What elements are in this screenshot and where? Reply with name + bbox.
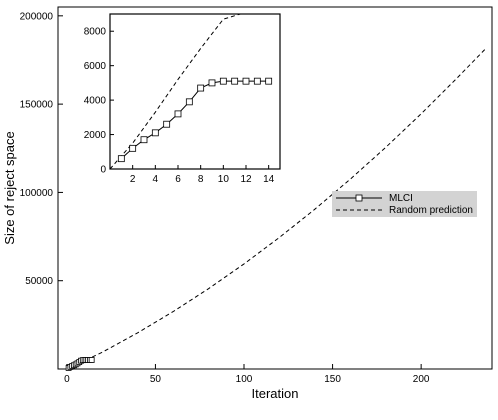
legend-mlci-marker	[355, 194, 363, 202]
inset-mlci-point	[151, 129, 159, 137]
main-x-tick-label: 150	[324, 374, 341, 385]
inset-mlci-point	[265, 77, 273, 85]
inset-mlci-point	[140, 136, 148, 144]
inset-mlci-point	[117, 155, 125, 163]
inset-x-tick-label: 6	[175, 174, 181, 185]
inset-y-tick-label: 0	[100, 165, 106, 176]
inset-mlci-point	[197, 84, 205, 92]
inset-mlci-point	[231, 77, 239, 85]
main-x-tick-label: 200	[413, 374, 430, 385]
y-axis-title: Size of reject space	[2, 131, 17, 244]
inset-mlci-point	[174, 110, 182, 118]
inset-x-tick-label: 8	[198, 174, 204, 185]
inset-x-tick-label: 12	[240, 174, 252, 185]
main-y-tick-label: 100000	[20, 188, 54, 199]
inset-x-tick-label: 4	[153, 174, 159, 185]
main-mlci-point	[88, 357, 95, 363]
inset-mlci-point	[129, 144, 137, 152]
legend-label-mlci: MLCI	[389, 193, 413, 204]
inset-x-tick-label: 2	[130, 174, 136, 185]
inset-mlci-point	[208, 79, 216, 87]
main-x-tick-label: 100	[236, 374, 253, 385]
legend-label-random-prediction: Random prediction	[389, 205, 473, 216]
inset-y-tick-label: 8000	[84, 27, 107, 38]
inset-plot-frame	[109, 13, 281, 170]
main-y-tick-label: 150000	[20, 100, 54, 111]
main-y-tick-label: 50000	[25, 276, 53, 287]
inset-mlci-point	[185, 98, 193, 106]
inset-x-tick-label: 10	[218, 174, 230, 185]
main-x-tick-label: 0	[64, 374, 70, 385]
main-series-line-random-prediction	[66, 47, 488, 369]
inset-plot: 2 4 6 8 10 12 14 0 2000 4000 6000 8000	[84, 13, 281, 185]
main-y-tick-label: 200000	[20, 11, 54, 22]
inset-x-tick-label: 14	[263, 174, 275, 185]
inset-y-tick-label: 6000	[84, 61, 107, 72]
x-axis-title: Iteration	[252, 386, 299, 401]
inset-mlci-point	[163, 120, 171, 128]
inset-mlci-point	[219, 77, 227, 85]
inset-series-line-random-prediction	[110, 14, 241, 169]
inset-mlci-point	[242, 77, 250, 85]
inset-y-tick-label: 4000	[84, 96, 107, 107]
inset-mlci-point	[253, 77, 261, 85]
inset-y-tick-label: 2000	[84, 130, 107, 141]
main-x-tick-label: 50	[150, 374, 162, 385]
